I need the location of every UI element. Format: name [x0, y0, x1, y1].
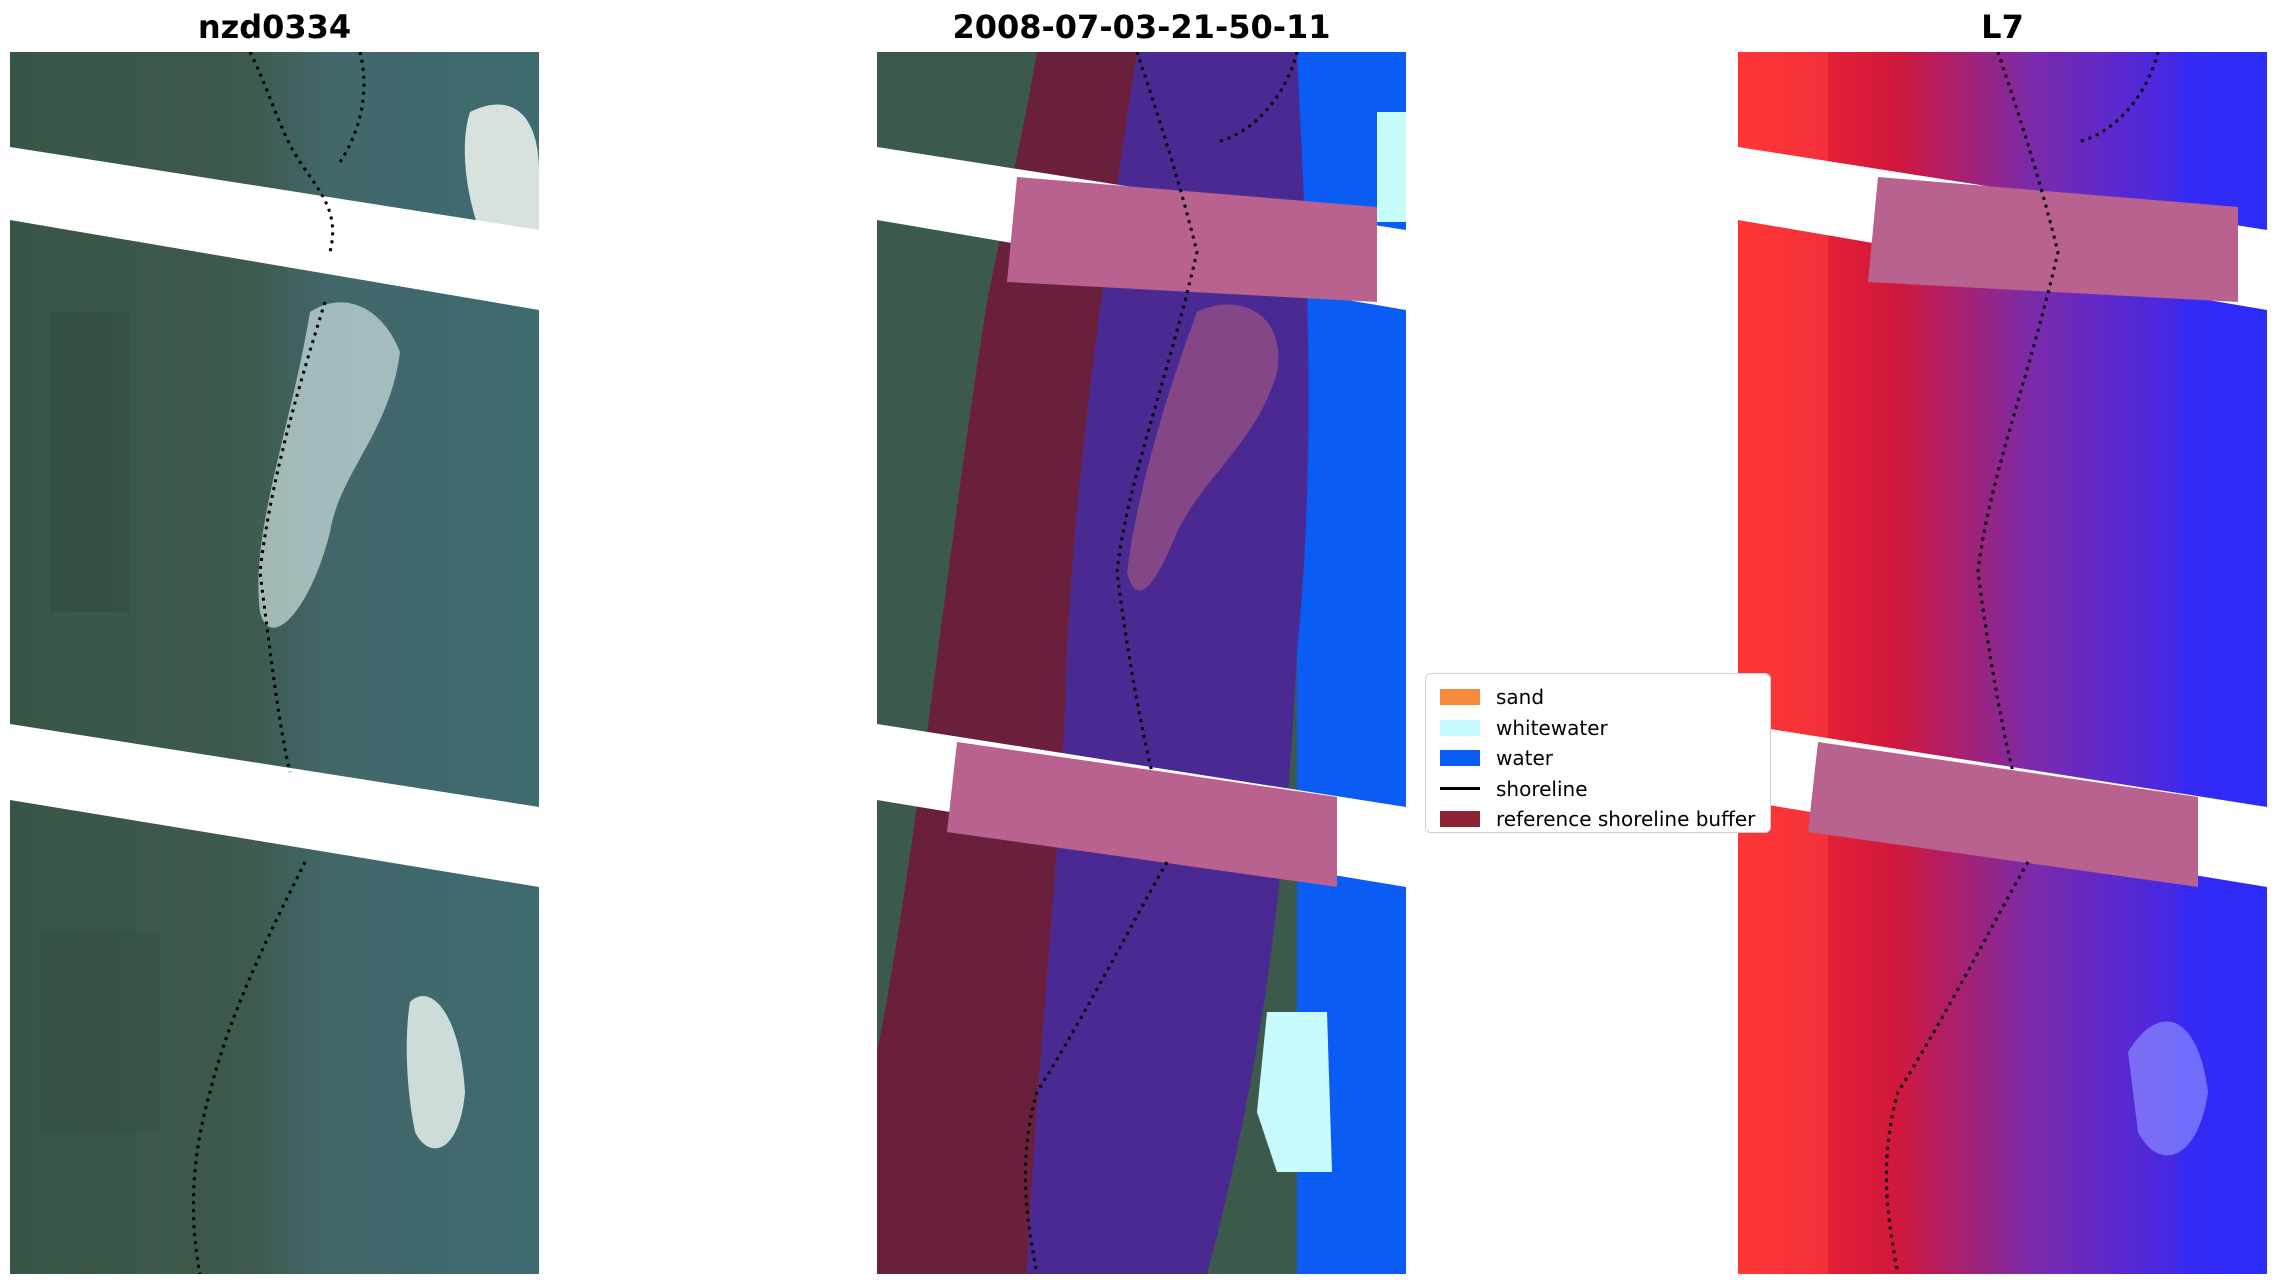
- index-image: [1738, 52, 2267, 1274]
- legend-item-sand: sand: [1440, 682, 1770, 713]
- legend-item-shoreline: shoreline: [1440, 774, 1770, 805]
- rgb-image-panel: [10, 52, 539, 1274]
- legend-label: whitewater: [1496, 715, 1608, 740]
- shoreline-line-icon: [1440, 787, 1480, 791]
- legend-label: sand: [1496, 685, 1545, 710]
- legend: sand whitewater water shoreline referenc…: [1425, 673, 1771, 833]
- whitewater-swatch: [1440, 719, 1480, 736]
- legend-label: shoreline: [1496, 776, 1588, 801]
- legend-item-whitewater: whitewater: [1440, 713, 1770, 744]
- legend-item-reference-buffer: reference shoreline buffer: [1440, 804, 1770, 832]
- panel-title-classification: 2008-07-03-21-50-11: [952, 8, 1331, 46]
- rgb-satellite-image: [10, 52, 539, 1274]
- legend-label: water: [1496, 746, 1553, 771]
- legend-item-water: water: [1440, 743, 1770, 774]
- panel-title-rgb: nzd0334: [197, 8, 352, 46]
- legend-label: reference shoreline buffer: [1496, 807, 1756, 832]
- panel-title-index: L7: [1981, 8, 2024, 46]
- classification-image: [877, 52, 1406, 1274]
- buffer-swatch: [1440, 811, 1480, 828]
- sand-swatch: [1440, 689, 1480, 706]
- water-swatch: [1440, 750, 1480, 767]
- classification-panel: [877, 52, 1406, 1274]
- index-panel: [1738, 52, 2267, 1274]
